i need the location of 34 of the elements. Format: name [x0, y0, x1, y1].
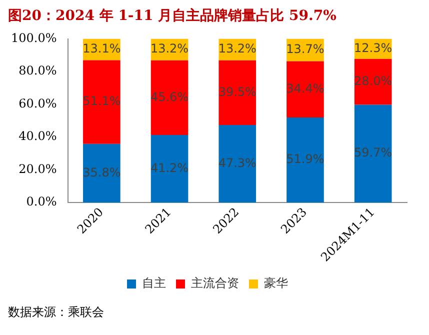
data-label: 41.2% [150, 160, 189, 175]
data-label: 13.7% [286, 42, 324, 56]
data-label: 13.1% [82, 42, 121, 56]
legend-label: 豪华 [264, 276, 288, 290]
y-tick-label: 40.0% [18, 129, 57, 144]
y-tick-label: 80.0% [18, 64, 57, 78]
source-note: 数据来源：乘联会 [8, 304, 105, 321]
data-label: 34.4% [286, 82, 324, 96]
bar [83, 60, 120, 144]
bar [218, 125, 256, 202]
legend-label: 主流合资 [191, 276, 239, 290]
data-label: 28.0% [354, 74, 392, 88]
data-label: 39.5% [218, 84, 256, 99]
bar [286, 118, 324, 202]
y-tick-label: 0.0% [26, 194, 57, 209]
data-label: 51.9% [286, 152, 324, 166]
bar [218, 60, 256, 126]
bar [286, 61, 324, 118]
bar [150, 60, 188, 136]
y-tick-label: 60.0% [18, 96, 57, 110]
data-label: 13.2% [150, 42, 189, 56]
chart-title: 图20：2024 年 1-11 月自主品牌销量占比 59.7% [8, 7, 336, 24]
data-label: 45.6% [150, 90, 189, 104]
y-tick-label: 20.0% [18, 162, 57, 176]
data-label: 47.3% [218, 156, 256, 170]
bar [354, 58, 392, 105]
data-label: 51.1% [82, 94, 121, 108]
data-label: 12.3% [354, 40, 392, 55]
data-label: 59.7% [354, 146, 392, 160]
data-label: 13.2% [218, 42, 256, 56]
bar [354, 104, 392, 202]
bar [150, 135, 188, 202]
legend-label: 自主 [142, 276, 166, 290]
y-tick-label: 100.0% [10, 30, 57, 45]
